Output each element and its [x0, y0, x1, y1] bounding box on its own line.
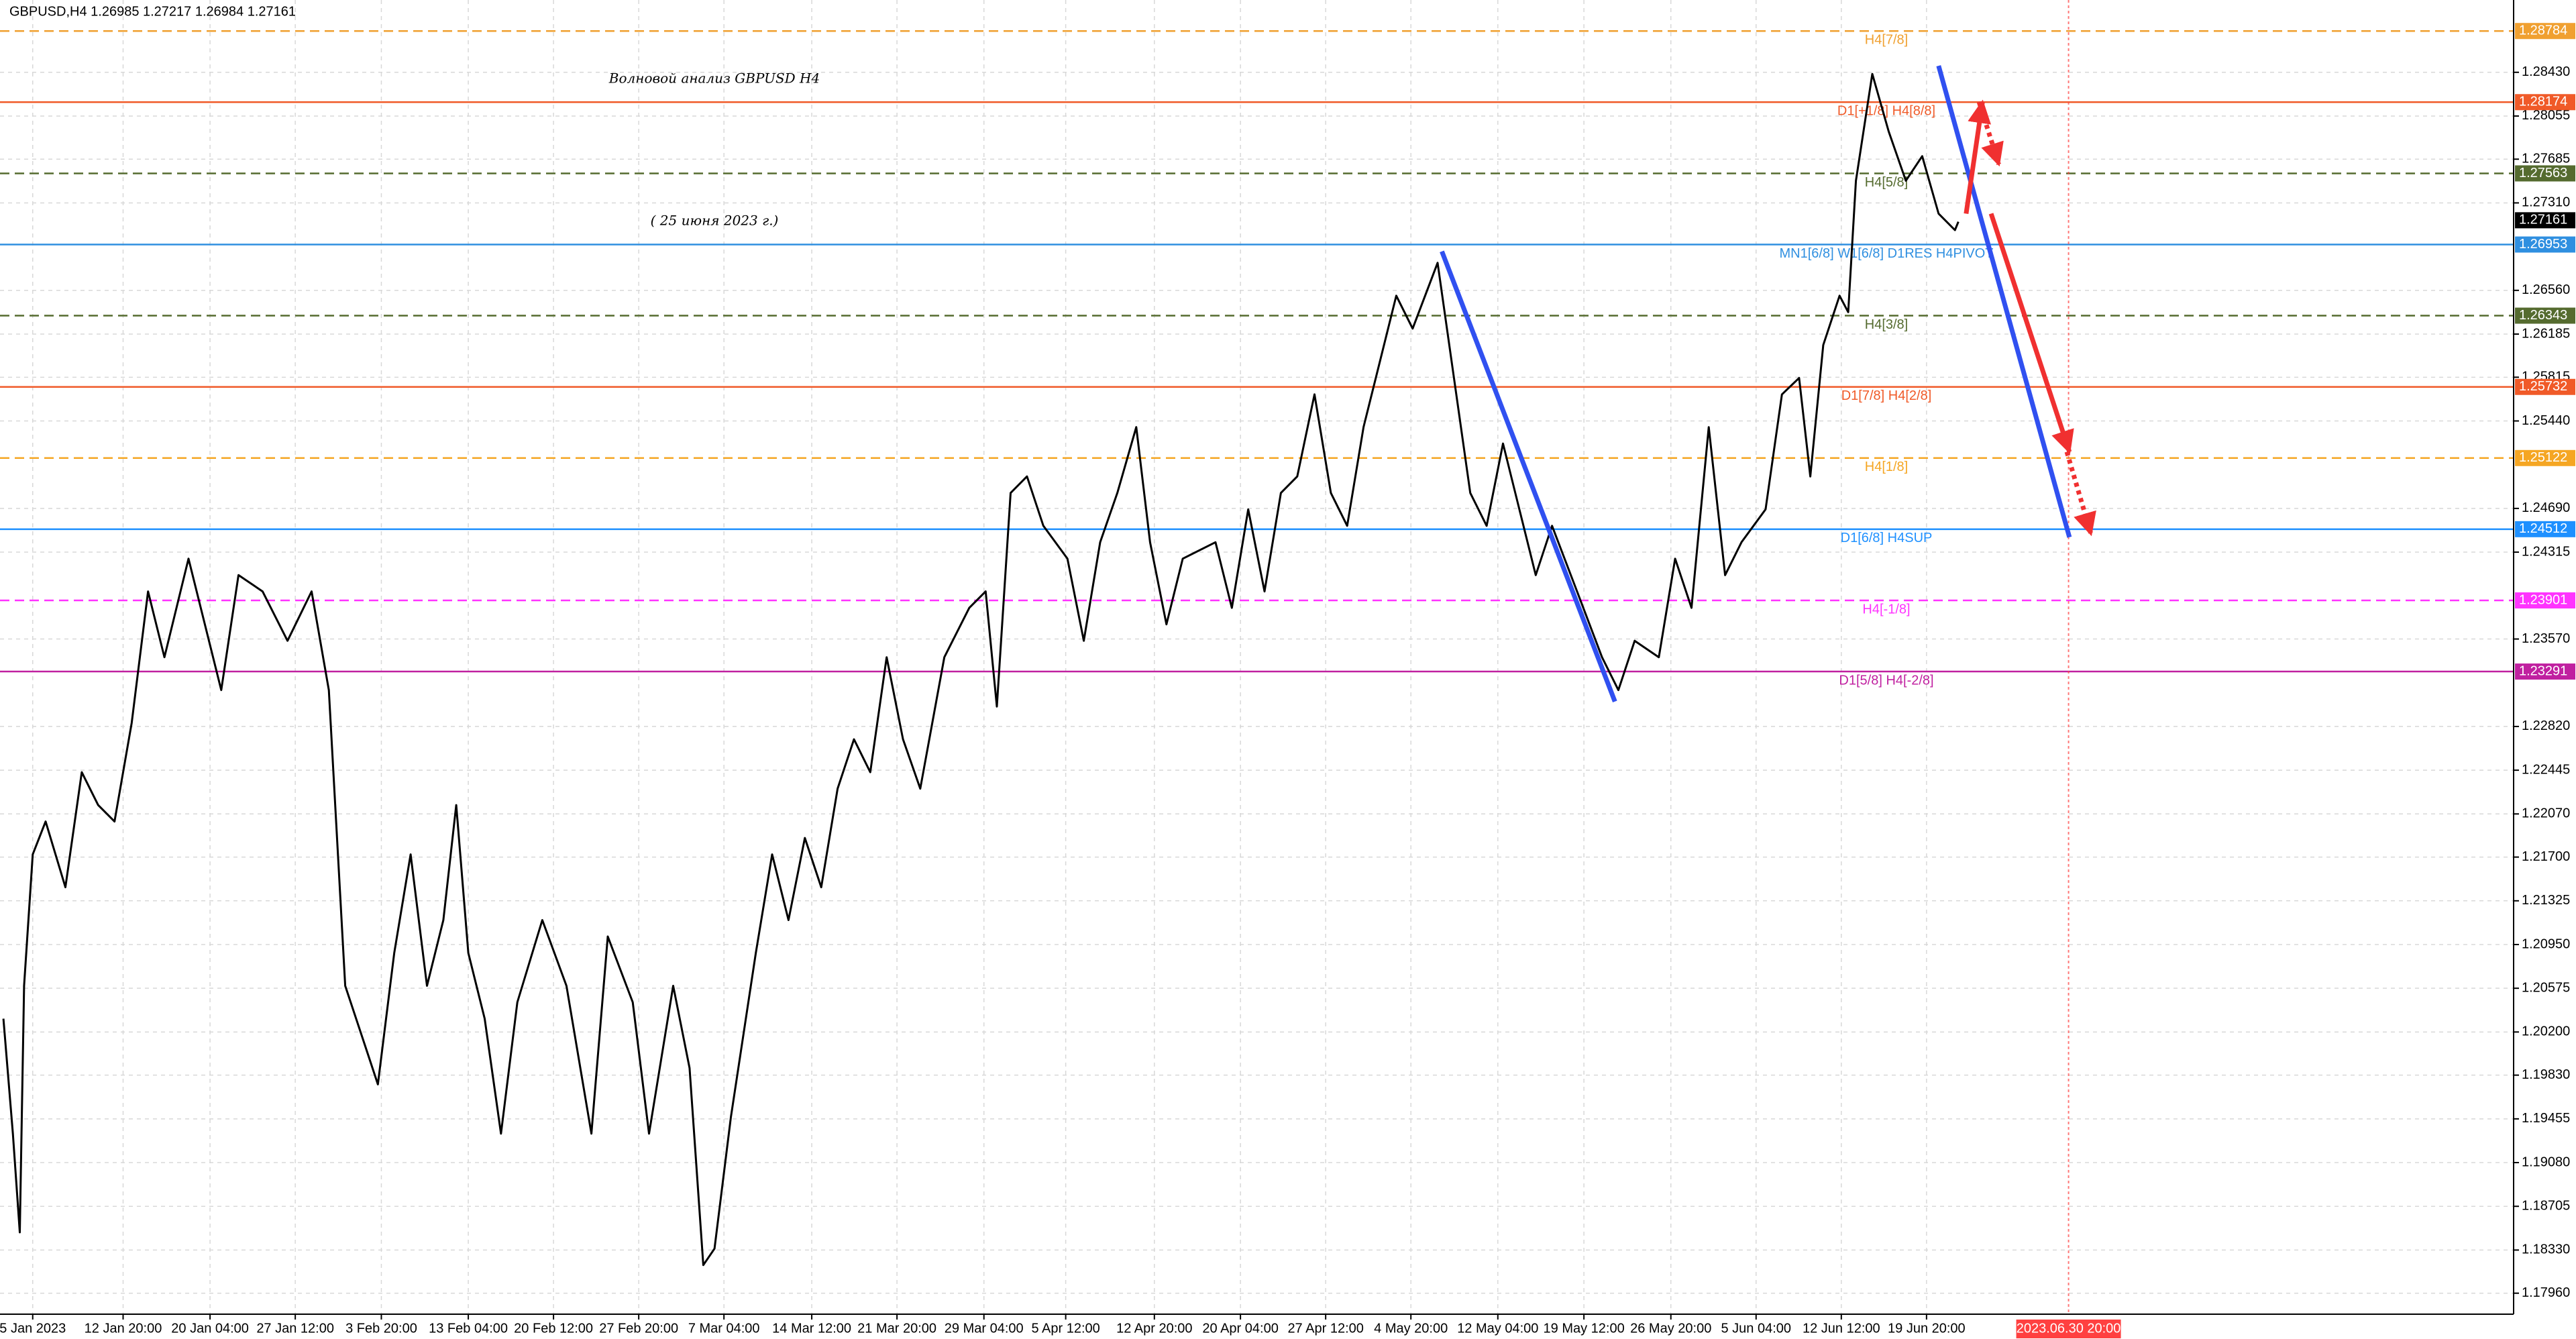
level-price: 1.25122 [2519, 450, 2567, 465]
x-tick-label: 13 Feb 04:00 [429, 1321, 508, 1336]
level-price: 1.26343 [2519, 308, 2567, 323]
level-price-box [2515, 449, 2575, 466]
level-price-box [2515, 23, 2575, 40]
chart-title: Волновой анализ GBPUSD H4 [608, 70, 820, 87]
level-price-box [2515, 236, 2575, 253]
header: GBPUSD,H4 1.26985 1.27217 1.26984 1.2716… [9, 4, 296, 19]
y-tick-label: 1.28055 [2522, 108, 2570, 123]
y-tick-label: 1.27310 [2522, 195, 2570, 210]
level-label: H4[3/8] [1865, 317, 1908, 332]
x-tick-label: 5 Apr 12:00 [1031, 1321, 1099, 1336]
level-price-box [2515, 592, 2575, 609]
level-label: H4[5/8] [1865, 175, 1908, 190]
y-tick-label: 1.20950 [2522, 936, 2570, 951]
y-tick-label: 1.20575 [2522, 980, 2570, 995]
level-price-box [2515, 307, 2575, 324]
x-tick-label: 5 Jan 2023 [0, 1321, 66, 1336]
y-tick-label: 1.19830 [2522, 1067, 2570, 1082]
level-label: D1[7/8] H4[2/8] [1841, 388, 1932, 403]
current-price: 1.27161 [2519, 213, 2567, 227]
annotations [1440, 65, 2096, 702]
level-price: 1.25732 [2519, 379, 2567, 394]
x-tick-label: 14 Mar 12:00 [772, 1321, 851, 1336]
level-price-box [2515, 521, 2575, 537]
level-price: 1.28784 [2519, 23, 2567, 38]
y-tick-label: 1.19080 [2522, 1155, 2570, 1169]
y-tick-label: 1.26185 [2522, 326, 2570, 341]
level-price-box [2515, 165, 2575, 182]
time-marker-label: 2023.06.30 20:00 [2017, 1321, 2121, 1336]
level-label: D1[6/8] H4SUP [1841, 531, 1933, 545]
x-tick-label: 12 Apr 20:00 [1116, 1321, 1192, 1336]
y-tick-label: 1.22070 [2522, 806, 2570, 821]
level-label: H4[-1/8] [1862, 602, 1910, 617]
y-tick-label: 1.27685 [2522, 152, 2570, 166]
y-tick-label: 1.22445 [2522, 762, 2570, 777]
chart-subtitle: ( 25 июня 2023 г.) [651, 213, 779, 229]
x-tick-label: 5 Jun 04:00 [1721, 1321, 1792, 1336]
x-tick-label: 12 May 04:00 [1457, 1321, 1538, 1336]
x-tick-label: 19 Jun 20:00 [1888, 1321, 1966, 1336]
y-tick-label: 1.24690 [2522, 500, 2570, 515]
y-tick-label: 1.24315 [2522, 544, 2570, 559]
y-tick-label: 1.25440 [2522, 413, 2570, 428]
level-price: 1.28174 [2519, 95, 2567, 109]
levels: H4[7/8] D1[+1/8] H4[8/8] H4[5/8] MN1[6/8] W… [0, 0, 2514, 1314]
level-price: 1.27563 [2519, 166, 2567, 180]
forecast-arrow [1988, 213, 2074, 454]
series [2, 72, 1960, 1267]
y-tick-label: 1.26560 [2522, 282, 2570, 297]
level-label: H4[1/8] [1865, 460, 1908, 474]
x-tick-label: 21 Mar 20:00 [857, 1321, 936, 1336]
wave-line [1936, 65, 2072, 538]
x-tick-label: 20 Feb 12:00 [514, 1321, 593, 1336]
level-label: D1[5/8] H4[-2/8] [1839, 673, 1933, 688]
y-tick-label: 1.21700 [2522, 849, 2570, 864]
level-price: 1.24512 [2519, 521, 2567, 536]
forecast-arrow [2064, 451, 2096, 537]
level-price: 1.23291 [2519, 663, 2567, 678]
x-tick-label: 7 Mar 04:00 [688, 1321, 760, 1336]
y-tick-label: 1.20200 [2522, 1024, 2570, 1039]
y-tick-label: 1.17960 [2522, 1285, 2570, 1300]
time-marker-box [2016, 1320, 2121, 1338]
x-tick-label: 12 Jan 20:00 [85, 1321, 162, 1336]
x-tick-label: 19 May 12:00 [1544, 1321, 1625, 1336]
x-tick-label: 20 Jan 04:00 [171, 1321, 249, 1336]
level-price: 1.23901 [2519, 592, 2567, 607]
y-tick-label: 1.18705 [2522, 1198, 2570, 1213]
x-tick-label: 3 Feb 20:00 [345, 1321, 417, 1336]
x-tick-label: 27 Feb 20:00 [599, 1321, 678, 1336]
x-tick-label: 29 Mar 04:00 [945, 1321, 1024, 1336]
x-tick-label: 12 Jun 12:00 [1803, 1321, 1880, 1336]
level-label: H4[7/8] [1865, 33, 1908, 48]
y-tick-label: 1.22820 [2522, 718, 2570, 733]
x-tick-label: 26 May 20:00 [1630, 1321, 1711, 1336]
x-tick-label: 27 Jan 12:00 [256, 1321, 334, 1336]
forecast-arrow [1964, 99, 1992, 214]
x-tick-label: 20 Apr 04:00 [1202, 1321, 1278, 1336]
y-tick-label: 1.23570 [2522, 631, 2570, 646]
level-label: MN1[6/8] W1[6/8] D1RES H4PIVOT [1780, 246, 1994, 261]
y-tick-label: 1.19455 [2522, 1111, 2570, 1126]
level-price: 1.26953 [2519, 237, 2567, 252]
y-tick-label: 1.28430 [2522, 64, 2570, 79]
y-tick-label: 1.21325 [2522, 893, 2570, 908]
level-price-box [2515, 663, 2575, 680]
level-label: D1[+1/8] H4[8/8] [1837, 104, 1935, 119]
current-price-box [2515, 212, 2575, 229]
y-tick-label: 1.18330 [2522, 1242, 2570, 1257]
x-tick-label: 4 May 20:00 [1374, 1321, 1448, 1336]
forecast-arrow [1976, 101, 2004, 167]
x-tick-label: 27 Apr 12:00 [1287, 1321, 1363, 1336]
wave-line [1440, 250, 1617, 702]
grid [0, 0, 2514, 1314]
level-price-box [2515, 378, 2575, 395]
price-line [2, 72, 1960, 1267]
level-price-box [2515, 94, 2575, 111]
